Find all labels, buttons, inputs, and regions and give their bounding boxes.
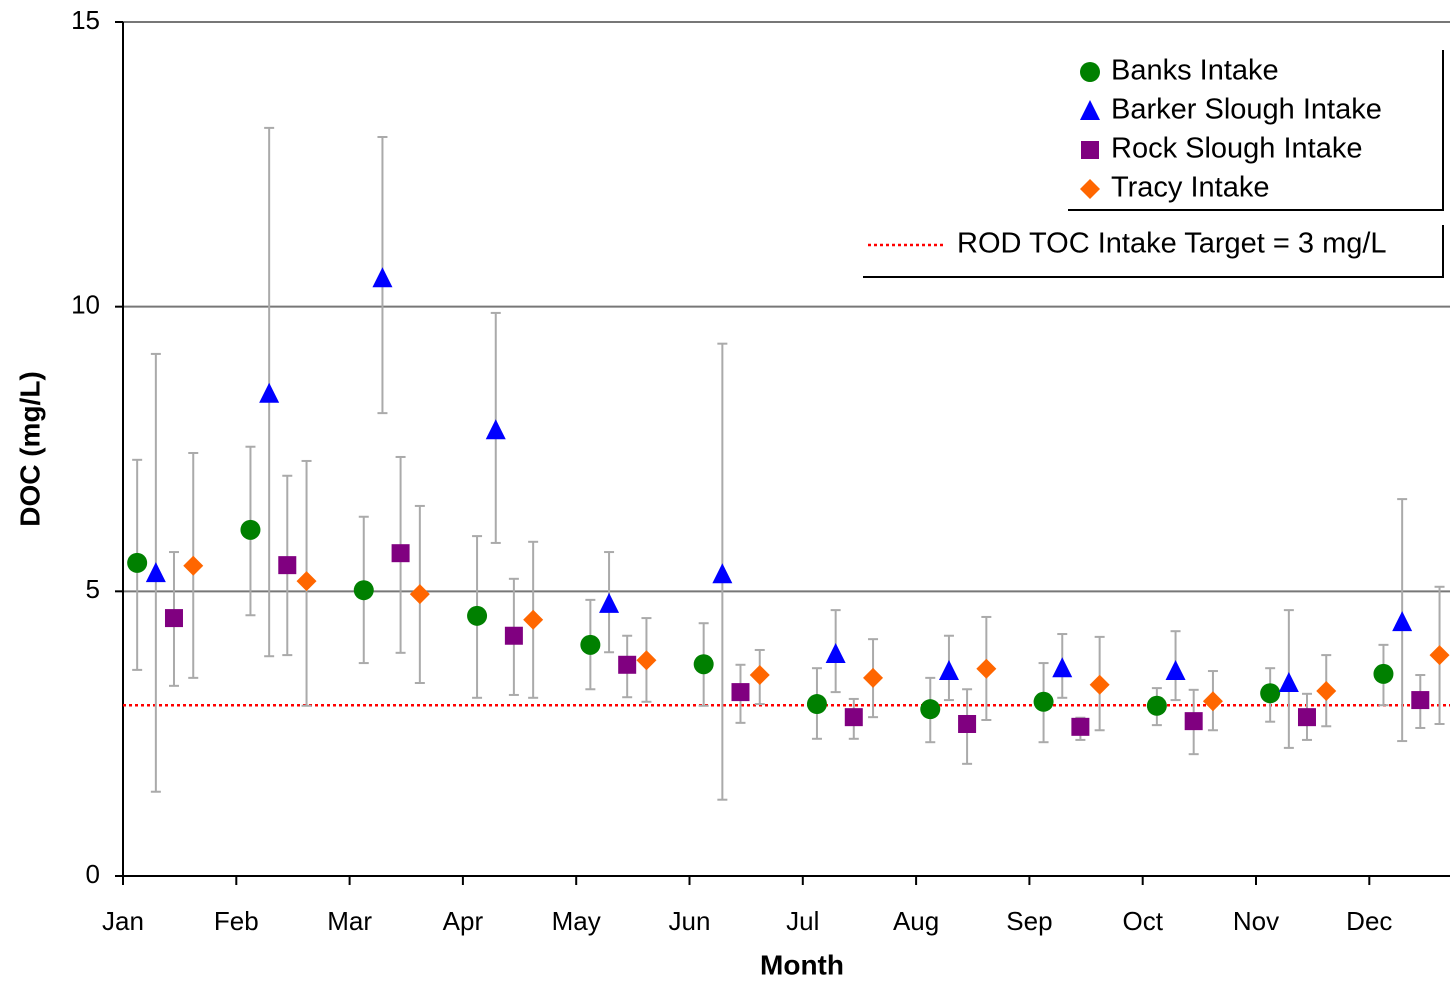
- point: [1146, 695, 1167, 716]
- y-tick-label: 5: [86, 574, 100, 604]
- point: [409, 584, 430, 605]
- y-axis-label: DOC (mg/L): [14, 371, 45, 527]
- point: [938, 660, 959, 681]
- x-tick-label: Feb: [214, 906, 259, 936]
- point: [1184, 712, 1203, 731]
- point: [1052, 657, 1073, 678]
- point: [844, 708, 863, 727]
- x-tick-label: Dec: [1346, 906, 1392, 936]
- x-tick-label: Apr: [443, 906, 484, 936]
- point: [1080, 100, 1100, 120]
- point: [712, 563, 733, 584]
- legend-label: Banks Intake: [1111, 55, 1279, 87]
- point: [976, 658, 997, 679]
- legend-border: [863, 225, 1444, 278]
- point: [296, 571, 317, 592]
- point: [523, 609, 544, 630]
- point: [240, 519, 261, 540]
- point: [1392, 611, 1413, 632]
- legend-label: Barker Slough Intake: [1111, 94, 1382, 126]
- x-tick-label: May: [552, 906, 601, 936]
- point: [806, 694, 827, 715]
- point: [749, 665, 770, 686]
- point: [164, 609, 183, 628]
- x-tick-label: Mar: [327, 906, 372, 936]
- point: [1080, 179, 1100, 199]
- x-tick-label: Oct: [1122, 906, 1163, 936]
- point: [1202, 691, 1223, 712]
- x-tick-label: Nov: [1233, 906, 1279, 936]
- legend-box: [1068, 50, 1443, 210]
- point: [580, 634, 601, 655]
- point: [731, 683, 750, 702]
- point: [353, 580, 374, 601]
- legend-label: Rock Slough Intake: [1111, 133, 1362, 165]
- point: [504, 626, 523, 645]
- x-tick-label: Aug: [893, 906, 939, 936]
- point: [1297, 708, 1316, 727]
- point: [278, 556, 297, 575]
- point: [467, 605, 488, 626]
- point: [863, 667, 884, 688]
- point: [958, 714, 977, 733]
- point: [1260, 683, 1281, 704]
- point: [485, 419, 506, 440]
- point: [1411, 691, 1430, 710]
- point: [636, 650, 657, 671]
- point: [825, 642, 846, 663]
- legend-border: [1068, 50, 1444, 211]
- legend-box: [863, 225, 1443, 277]
- point: [259, 382, 280, 403]
- point: [1080, 62, 1100, 82]
- point: [1081, 141, 1099, 159]
- legend-label: ROD TOC Intake Target = 3 mg/L: [957, 228, 1387, 260]
- y-tick-label: 10: [71, 290, 100, 320]
- point: [1429, 645, 1450, 666]
- point: [1033, 691, 1054, 712]
- point: [127, 552, 148, 573]
- point: [599, 592, 620, 613]
- point: [920, 699, 941, 720]
- x-axis-label: Month: [760, 949, 844, 980]
- point: [1165, 660, 1186, 681]
- legend-label: Tracy Intake: [1111, 172, 1269, 204]
- point: [1071, 717, 1090, 736]
- y-tick-label: 15: [71, 5, 100, 35]
- point: [1373, 663, 1394, 684]
- point: [1278, 671, 1299, 692]
- y-tick-label: 0: [86, 859, 100, 889]
- point: [145, 562, 166, 583]
- x-tick-label: Jan: [102, 906, 144, 936]
- point: [372, 267, 393, 288]
- x-tick-label: Jun: [669, 906, 711, 936]
- x-tick-label: Sep: [1006, 906, 1052, 936]
- point: [1316, 680, 1337, 701]
- point: [618, 655, 637, 674]
- point: [391, 544, 410, 563]
- point: [1089, 674, 1110, 695]
- x-tick-label: Jul: [786, 906, 819, 936]
- point: [693, 654, 714, 675]
- point: [183, 555, 204, 576]
